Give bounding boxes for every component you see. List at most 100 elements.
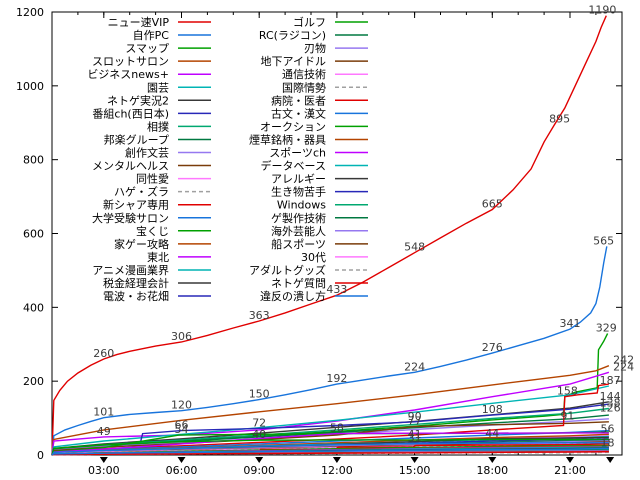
value-label: 224 [613,360,634,373]
series-line [51,385,610,456]
value-label: 341 [560,317,581,330]
legend-label: RC(ラジコン) [259,29,326,42]
series-line [51,451,609,456]
legend-label: アダルトグッズ [249,263,326,277]
legend-label: 船スポーツ [271,237,326,251]
legend-label: 新シャア専用 [103,198,169,212]
value-label: 187 [600,374,621,387]
value-label: 126 [600,402,621,415]
legend-label: 刃物 [304,41,326,55]
value-label: 58 [330,422,344,435]
legend-label: 30代 [301,251,326,264]
series-line [51,371,610,456]
legend-label: 古文・漢文 [271,106,326,120]
legend-label: ニュー速VIP [108,16,170,29]
x-tick-marker-extra [606,457,615,463]
value-label: 44 [485,427,499,440]
value-label: 306 [171,330,192,343]
legend-label: 同性愛 [136,172,169,186]
value-label: 91 [560,409,574,422]
x-tick-marker [177,457,186,463]
value-label: 329 [596,322,617,335]
value-label: 108 [482,403,503,416]
x-tick-marker [566,457,574,463]
legend-label: アレルギー [271,173,326,186]
value-label: 56 [601,422,615,435]
legend-label: ネトゲ実況2 [107,93,169,107]
legend-label: ネトゲ質問 [271,276,326,290]
series-line [51,15,607,456]
legend-label: 税金経理会計 [103,276,169,290]
value-label: 101 [93,406,114,419]
value-label: 18 [601,436,615,449]
value-label: 90 [408,410,422,423]
legend-label: 大学受験サロン [92,211,169,225]
x-tick-label: 21:00 [554,464,586,477]
value-label: 433 [326,283,347,296]
y-tick-label: 200 [23,375,44,388]
series-line [51,438,609,456]
x-tick-marker [488,457,497,463]
legend-label: スロットサロン [92,55,169,68]
legend-label: アニメ漫画業界 [92,263,169,277]
value-label: 144 [600,390,621,403]
legend-label: 通信技術 [282,68,326,81]
legend-label: 創作文芸 [125,146,169,160]
y-tick-label: 1000 [16,80,44,93]
value-label: 224 [404,360,425,373]
legend-label: 煙草銘柄・器具 [249,132,326,146]
value-label: 665 [482,198,503,211]
x-tick-marker [99,457,108,463]
value-label: 31 [408,432,422,445]
y-tick-label: 600 [23,228,44,241]
legend-label: 東北 [147,251,169,264]
legend-label: 相撲 [147,119,169,133]
legend-label: ハゲ・ズラ [114,185,169,199]
value-label: 77 [408,415,422,428]
legend-label: 違反の潰し方 [260,289,326,303]
legend-label: 自作PC [133,29,170,42]
value-label: 49 [97,425,111,438]
legend-label: スマップ [125,42,169,55]
legend-label: 家ゲー攻略 [114,237,169,251]
x-tick-label: 09:00 [243,464,275,477]
y-tick-label: 0 [37,449,44,462]
legend-label: 国際情勢 [282,80,326,94]
y-tick-label: 400 [23,301,44,314]
legend-label: 電波・お花畑 [103,290,169,303]
value-label: 150 [249,388,270,401]
value-label: 363 [249,309,270,322]
x-tick-marker [332,457,341,463]
value-label: 192 [326,372,347,385]
x-tick-label: 18:00 [476,464,508,477]
legend-label: 海外芸能人 [271,224,326,238]
legend-label: メンタルヘルス [92,160,169,173]
legend-label: ゴルフ [293,15,326,29]
value-label: 548 [404,241,425,254]
legend-label: Windows [277,199,326,212]
value-label: 120 [171,399,192,412]
series-line [51,421,609,456]
y-tick-label: 800 [23,154,44,167]
value-label: 895 [549,113,570,126]
x-tick-marker [255,457,264,463]
legend-label: ゲ製作技術 [271,211,326,225]
value-label: 66 [175,419,189,432]
x-tick-label: 12:00 [321,464,353,477]
x-tick-label: 15:00 [399,464,431,477]
value-label: 276 [482,341,503,354]
legend-label: 宝くじ [136,224,169,238]
series-line [51,442,609,456]
value-label: 72 [252,416,266,429]
legend-label: 地下アイドル [261,55,326,68]
value-label: 138 [600,396,621,409]
value-label: 565 [593,234,614,247]
series-line [51,365,610,456]
legend-label: 生き物苦手 [271,185,326,199]
value-label: 41 [408,428,422,441]
legend-label: 病院・医者 [271,93,326,107]
legend-label: ビジネスnews+ [87,68,169,81]
series-line [51,447,609,456]
